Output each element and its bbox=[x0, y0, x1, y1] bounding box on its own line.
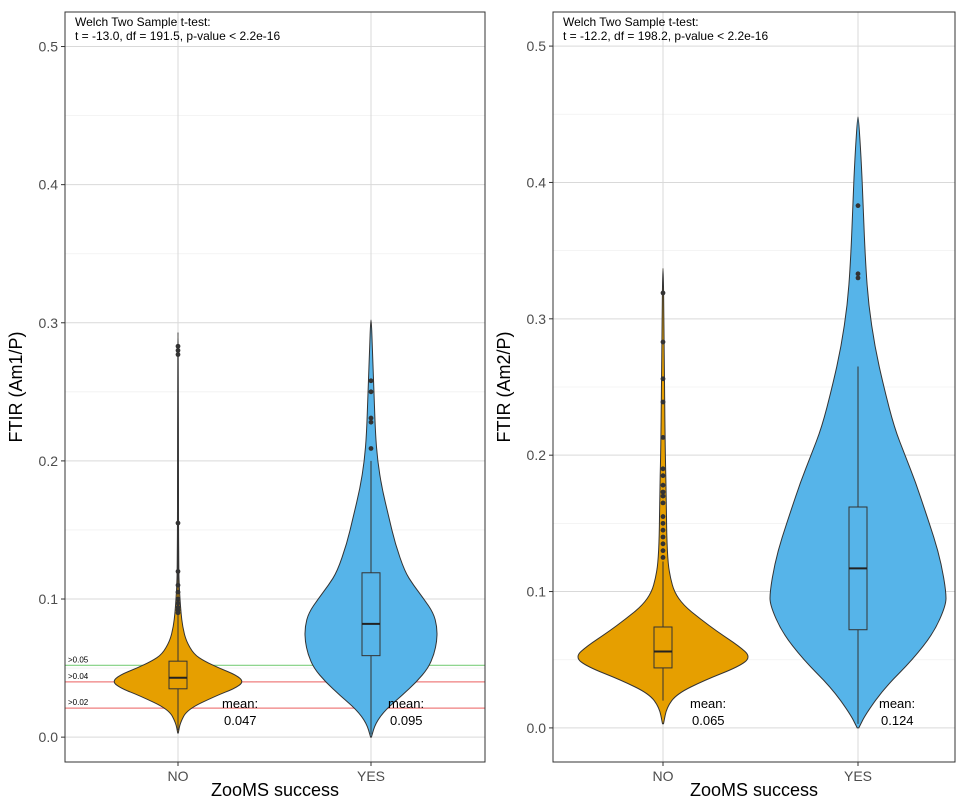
mean-label: mean: bbox=[690, 696, 726, 711]
outlier-point bbox=[368, 389, 374, 395]
box-no bbox=[653, 626, 673, 669]
outlier-point bbox=[855, 275, 861, 281]
y-tick-label: 0.0 bbox=[527, 720, 547, 736]
outlier-point bbox=[368, 415, 374, 421]
outlier-point bbox=[175, 596, 181, 602]
threshold-label: >0.05 bbox=[68, 655, 89, 664]
outlier-point bbox=[175, 589, 181, 595]
mean-label: mean: bbox=[222, 696, 258, 711]
outlier-point bbox=[175, 352, 181, 357]
mean-value: 0.095 bbox=[390, 713, 423, 728]
y-tick-label: 0.1 bbox=[527, 584, 547, 600]
y-tick-label: 0.1 bbox=[39, 591, 59, 607]
x-tick-label: YES bbox=[844, 768, 872, 784]
outlier-point bbox=[660, 473, 666, 479]
outlier-point bbox=[368, 446, 374, 451]
threshold-label: >0.02 bbox=[68, 698, 89, 707]
stat-annotation: Welch Two Sample t-test: bbox=[563, 15, 699, 29]
outlier-point bbox=[660, 399, 666, 405]
outlier-point bbox=[660, 500, 666, 506]
x-axis-title: ZooMS success bbox=[211, 780, 339, 800]
outlier-point bbox=[660, 466, 666, 472]
stat-annotation: t = -12.2, df = 198.2, p-value < 2.2e-16 bbox=[563, 29, 768, 43]
y-tick-label: 0.2 bbox=[39, 453, 59, 469]
y-tick-label: 0.4 bbox=[39, 177, 59, 193]
x-tick-label: NO bbox=[653, 768, 674, 784]
panel-1: >0.05 >0.04 >0.02 mean: 0.047 mean: 0.095 0.0 0.… bbox=[6, 11, 486, 800]
y-axis-title: FTIR (Am1/P) bbox=[6, 332, 26, 443]
plot-area bbox=[577, 116, 947, 729]
outlier-point bbox=[660, 541, 666, 547]
outlier-point bbox=[175, 582, 181, 588]
outlier-point bbox=[660, 489, 666, 495]
plot-area bbox=[65, 319, 485, 738]
outlier-point bbox=[660, 339, 666, 345]
outlier-point bbox=[660, 514, 666, 519]
y-tick-label: 0.5 bbox=[39, 39, 59, 55]
box-no bbox=[168, 660, 188, 690]
panel-border bbox=[552, 11, 956, 763]
mean-value: 0.124 bbox=[881, 713, 914, 728]
outlier-point bbox=[660, 520, 666, 526]
x-tick-label: YES bbox=[357, 768, 385, 784]
box-yes bbox=[361, 572, 381, 657]
y-tick-label: 0.3 bbox=[527, 311, 547, 327]
outlier-point bbox=[175, 600, 181, 606]
outlier-point bbox=[660, 548, 666, 554]
panel-2: mean: 0.065 mean: 0.124 0.0 0.1 0.2 0.3 0.4 0.5 NO… bbox=[494, 11, 956, 800]
outlier-point bbox=[660, 435, 666, 440]
outlier-point bbox=[855, 203, 861, 209]
outlier-point bbox=[660, 527, 666, 533]
outlier-point bbox=[660, 290, 666, 296]
mean-value: 0.047 bbox=[224, 713, 257, 728]
outlier-point bbox=[368, 378, 374, 384]
outlier-point bbox=[175, 343, 181, 349]
y-tick-label: 0.4 bbox=[527, 174, 547, 190]
outlier-point bbox=[368, 419, 374, 425]
y-tick-label: 0.0 bbox=[39, 729, 59, 745]
outlier-point bbox=[175, 347, 181, 353]
y-tick-label: 0.3 bbox=[39, 315, 59, 331]
panel-border bbox=[64, 11, 486, 763]
y-tick-label: 0.2 bbox=[527, 447, 547, 463]
mean-label: mean: bbox=[879, 696, 915, 711]
outlier-point bbox=[660, 376, 666, 382]
outlier-point bbox=[660, 493, 666, 499]
outlier-point bbox=[175, 520, 181, 526]
outlier-point bbox=[660, 482, 666, 488]
outlier-point bbox=[855, 271, 861, 277]
stat-annotation: t = -13.0, df = 191.5, p-value < 2.2e-16 bbox=[75, 29, 280, 43]
y-tick-label: 0.5 bbox=[527, 38, 547, 54]
outlier-point bbox=[660, 534, 666, 540]
x-axis-title: ZooMS success bbox=[690, 780, 818, 800]
x-tick-label: NO bbox=[168, 768, 189, 784]
outlier-point bbox=[175, 568, 181, 574]
y-axis-title: FTIR (Am2/P) bbox=[494, 332, 514, 443]
outlier-point bbox=[175, 610, 181, 616]
mean-label: mean: bbox=[388, 696, 424, 711]
threshold-label: >0.04 bbox=[68, 672, 89, 681]
outlier-point bbox=[660, 555, 666, 560]
mean-value: 0.065 bbox=[692, 713, 725, 728]
stat-annotation: Welch Two Sample t-test: bbox=[75, 15, 211, 29]
